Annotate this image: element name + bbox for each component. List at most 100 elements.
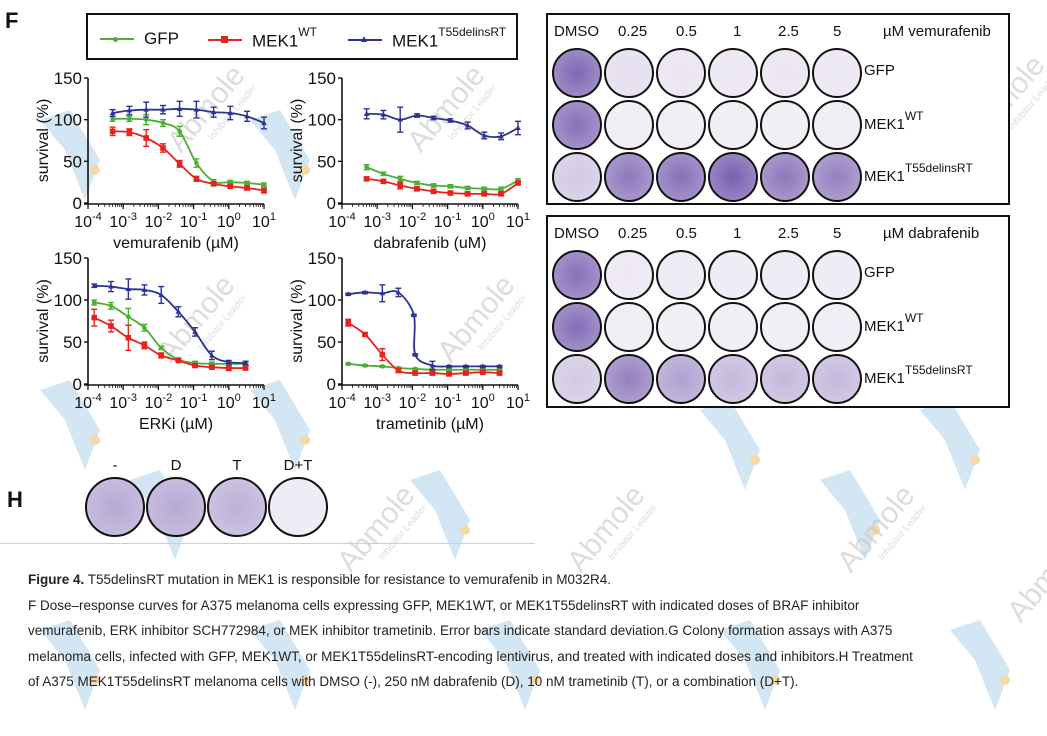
dabrafenib-point-mek1wt xyxy=(414,186,420,192)
dose-label: 5 xyxy=(833,23,842,40)
trametinib-point-gfp xyxy=(362,363,368,368)
erki-point-mek1t55 xyxy=(209,352,215,358)
trametinib-point-mek1wt xyxy=(379,351,386,358)
trametinib-point-mek1t55 xyxy=(395,289,402,295)
trametinib-y-tick-label: 0 xyxy=(327,375,336,394)
dabrafenib-point-gfp xyxy=(414,180,420,186)
legend-item-gfp: GFP xyxy=(100,29,179,49)
colony-well xyxy=(604,250,654,300)
caption-line-1: F Dose–response curves for A375 melanoma… xyxy=(28,597,860,613)
colony-well xyxy=(656,250,706,300)
colony-well xyxy=(708,100,758,150)
dabrafenib-point-mek1wt xyxy=(515,180,521,186)
vemurafenib-x-tick-label: 10-1 xyxy=(180,211,208,231)
colony-well xyxy=(760,354,810,404)
trametinib-point-gfp xyxy=(380,364,385,369)
legend-item-mek1wt: MEK1WT xyxy=(208,25,317,52)
treatment-label: - xyxy=(112,457,118,474)
caption-line-4: of A375 MEK1T55delinsRT melanoma cells w… xyxy=(28,674,799,689)
erki-point-mek1wt xyxy=(158,352,164,359)
legend-line-mek1t55 xyxy=(348,36,382,43)
vemurafenib-x-tick-label: 10-2 xyxy=(145,211,173,231)
legend-label-mek1wt: MEK1WT xyxy=(252,25,317,51)
trametinib-point-mek1wt xyxy=(429,370,436,376)
legend-label-mek1t55: MEK1T55delinsRT xyxy=(392,25,507,51)
colony-well xyxy=(812,302,862,352)
trametinib-y-axis-label: survival (%) xyxy=(289,279,306,363)
dabrafenib-point-mek1t55 xyxy=(481,132,488,138)
colony-well xyxy=(604,354,654,404)
erki-curve-gfp xyxy=(94,301,246,365)
trametinib-point-mek1t55 xyxy=(496,363,503,369)
dabrafenib-point-gfp xyxy=(397,176,403,182)
dabrafenib-point-mek1t55 xyxy=(515,125,521,130)
treatment-well xyxy=(146,477,206,537)
vemurafenib-point-mek1wt xyxy=(244,185,250,191)
erki-point-mek1t55 xyxy=(108,283,114,289)
dabrafenib-point-mek1wt xyxy=(498,191,504,197)
figure-caption: Figure 4. T55delinsRT mutation in MEK1 i… xyxy=(28,567,1028,695)
erki-point-mek1t55 xyxy=(242,360,249,365)
trametinib-point-mek1t55 xyxy=(412,351,418,357)
vemurafenib-point-mek1t55 xyxy=(244,113,250,119)
dabrafenib-y-tick-label: 0 xyxy=(327,194,336,213)
dabrafenib-point-mek1t55 xyxy=(397,116,403,122)
row-label: MEK1WT xyxy=(864,109,924,133)
trametinib-x-axis-label: trametinib (µM) xyxy=(376,416,484,433)
erki-point-gfp xyxy=(142,325,147,331)
vemurafenib-point-mek1wt xyxy=(193,176,200,182)
vemurafenib-y-tick-label: 50 xyxy=(63,152,82,171)
caption-line-3: melanoma cells, infected with GFP, MEK1W… xyxy=(28,648,913,664)
colony-well xyxy=(552,152,602,202)
colony-well xyxy=(552,250,602,300)
dabrafenib-point-gfp xyxy=(448,184,453,189)
vemurafenib-point-gfp xyxy=(177,129,182,134)
dabrafenib-point-gfp xyxy=(498,186,504,192)
erki-point-gfp xyxy=(126,314,131,320)
vemurafenib-point-mek1wt xyxy=(176,161,183,167)
dabrafenib-x-tick-label: 10-1 xyxy=(434,211,462,231)
vemurafenib-y-tick-label: 150 xyxy=(54,69,82,88)
erki-x-tick-label: 10-1 xyxy=(180,392,208,412)
trametinib-point-mek1t55 xyxy=(429,362,436,368)
dose-label: 1 xyxy=(733,225,742,242)
colony-well xyxy=(552,302,602,352)
dabrafenib-x-tick-label: 101 xyxy=(506,211,530,231)
trametinib-point-mek1t55 xyxy=(446,363,452,369)
vemurafenib-y-tick-label: 0 xyxy=(73,194,82,213)
treatment-well xyxy=(268,477,328,537)
treatment-well xyxy=(85,477,145,537)
trametinib-point-mek1wt xyxy=(362,331,368,338)
trametinib-point-gfp xyxy=(446,367,452,373)
erki-y-tick-label: 150 xyxy=(54,249,82,268)
erki-x-axis-label: ERKi (µM) xyxy=(139,416,213,433)
colony-well xyxy=(604,152,654,202)
trametinib-point-mek1t55 xyxy=(345,291,351,297)
vemurafenib-point-mek1t55 xyxy=(143,106,149,112)
vemurafenib-point-mek1wt xyxy=(210,181,217,187)
dabrafenib-point-mek1wt xyxy=(380,178,387,185)
vemurafenib-point-mek1t55 xyxy=(261,120,267,125)
dabrafenib-x-tick-label: 10-4 xyxy=(328,211,356,231)
colony-well xyxy=(760,100,810,150)
row-label: MEK1WT xyxy=(864,311,924,335)
erki-point-gfp xyxy=(108,303,114,309)
vemurafenib-curve-mek1t55delinsrt xyxy=(112,107,265,124)
dose-label: 1 xyxy=(733,23,742,40)
colony-well xyxy=(656,354,706,404)
trametinib-point-mek1wt xyxy=(446,371,452,377)
dabrafenib-curve-gfp xyxy=(366,166,519,191)
dabrafenib-point-mek1t55 xyxy=(380,111,387,117)
erki-x-tick-label: 100 xyxy=(217,392,241,412)
erki-point-mek1wt xyxy=(175,357,182,364)
vemurafenib-point-mek1wt xyxy=(109,128,116,135)
erki-point-mek1t55 xyxy=(158,291,164,297)
vemurafenib-point-gfp xyxy=(160,120,166,126)
caption-line-2: vemurafenib, ERK inhibitor SCH772984, or… xyxy=(28,623,893,638)
colony-well xyxy=(604,48,654,98)
trametinib-x-tick-label: 10-3 xyxy=(363,392,391,412)
dabrafenib-y-axis-label: survival (%) xyxy=(289,99,306,183)
dabrafenib-x-tick-label: 10-3 xyxy=(363,211,391,231)
dabrafenib-point-mek1t55 xyxy=(363,110,370,116)
